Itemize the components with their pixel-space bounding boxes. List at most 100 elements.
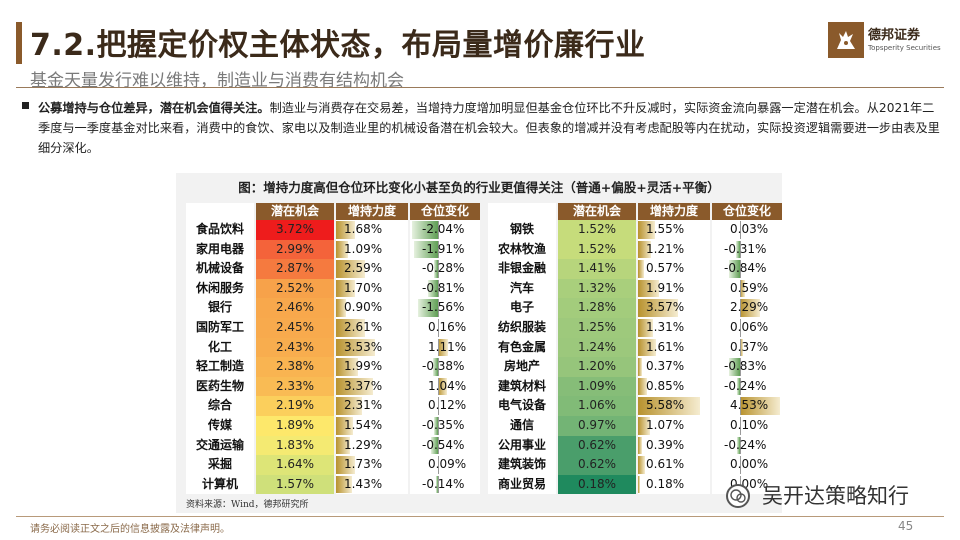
position-bar [736, 436, 740, 455]
position-value: -1.56% [422, 300, 465, 315]
industry-name: 医药生物 [186, 376, 254, 397]
position-bar [740, 299, 761, 317]
increase-cell: 0.37% [638, 357, 710, 377]
page-number: 45 [898, 519, 914, 533]
title-divider [16, 87, 944, 88]
position-cell: 0.09% [410, 455, 480, 475]
position-cell: 0.37% [712, 337, 782, 358]
position-cell: -0.81% [410, 278, 480, 299]
opportunity-cell: 0.97% [558, 415, 636, 436]
opportunity-cell: 1.52% [558, 239, 636, 260]
increase-value: 1.54% [344, 417, 383, 432]
position-value: 0.10% [730, 417, 769, 432]
increase-value: 2.61% [344, 319, 383, 334]
position-zero-line [438, 475, 439, 494]
bullet-body: 制造业与消费存在交易差，当增持力度增加明显但基金仓位环比不升反减时，实际资金流向… [38, 101, 940, 155]
increase-cell: 2.61% [336, 317, 408, 338]
increase-cell: 1.43% [336, 474, 408, 495]
position-value: 0.59% [730, 280, 769, 295]
position-zero-line [740, 456, 741, 474]
position-value: 0.16% [428, 319, 467, 334]
position-value: 0.03% [730, 222, 769, 236]
position-zero-line [740, 377, 741, 396]
increase-value: 1.43% [344, 476, 383, 491]
increase-cell: 0.57% [638, 259, 710, 279]
position-value: -0.31% [724, 241, 767, 256]
bullet-square-icon [22, 102, 29, 109]
industry-name: 传媒 [186, 415, 254, 436]
opportunity-cell: 2.99% [256, 239, 334, 260]
industry-name: 纺织服装 [488, 317, 556, 338]
position-value: -0.24% [724, 378, 767, 393]
increase-bar [336, 318, 365, 337]
industry-name: 非银金融 [488, 259, 556, 279]
industry-name: 通信 [488, 415, 556, 436]
position-value: -0.54% [422, 437, 465, 452]
position-cell: -0.54% [410, 435, 480, 456]
position-zero-line [740, 260, 741, 278]
position-zero-line [438, 240, 439, 259]
increase-bar [336, 279, 355, 298]
increase-value: 0.18% [646, 476, 685, 491]
industry-name: 房地产 [488, 357, 556, 377]
increase-cell: 3.37% [336, 376, 408, 397]
increase-bar [336, 436, 351, 455]
position-value: 0.09% [428, 457, 467, 472]
header-blank [488, 203, 556, 220]
position-zero-line [740, 279, 741, 298]
position-value: 2.29% [730, 300, 769, 315]
position-zero-line [740, 221, 741, 239]
position-zero-line [438, 221, 439, 239]
deer-logo-icon [828, 22, 864, 58]
opportunity-cell: 1.64% [256, 455, 334, 475]
increase-bar [336, 260, 365, 278]
position-bar [413, 240, 438, 259]
position-value: -2.04% [422, 222, 465, 236]
position-bar [438, 377, 448, 396]
increase-cell: 1.31% [638, 317, 710, 338]
increase-bar [336, 397, 362, 415]
footer-disclaimer: 请务必阅读正文之后的信息披露及法律声明。 [30, 524, 230, 535]
industry-name: 银行 [186, 298, 254, 318]
header-increase: 增持力度 [638, 203, 710, 220]
increase-value: 0.61% [646, 457, 685, 472]
opportunity-cell: 1.28% [558, 298, 636, 318]
position-cell: 1.11% [410, 337, 480, 358]
position-value: 0.00% [730, 457, 769, 472]
position-zero-line [740, 397, 741, 415]
position-cell: 0.59% [712, 278, 782, 299]
position-cell: -0.14% [410, 474, 480, 495]
increase-value: 2.31% [344, 398, 383, 413]
increase-cell: 0.85% [638, 376, 710, 397]
position-value: -0.35% [422, 417, 465, 432]
position-bar [740, 279, 746, 298]
industry-name: 采掘 [186, 455, 254, 475]
increase-bar [638, 436, 643, 455]
position-zero-line [740, 299, 741, 317]
increase-value: 1.73% [344, 457, 383, 472]
increase-cell: 0.61% [638, 455, 710, 475]
industry-name: 休闲服务 [186, 278, 254, 299]
increase-bar [638, 260, 645, 278]
position-cell: -0.28% [410, 259, 480, 279]
opportunity-cell: 2.33% [256, 376, 334, 397]
header-increase: 增持力度 [336, 203, 408, 220]
position-bar [736, 377, 740, 396]
increase-value: 1.31% [646, 319, 685, 334]
position-value: -0.28% [422, 261, 465, 276]
position-zero-line [438, 397, 439, 415]
opportunity-cell: 2.38% [256, 357, 334, 377]
opportunity-cell: 2.52% [256, 278, 334, 299]
opportunity-cell: 1.57% [256, 474, 334, 495]
position-zero-line [438, 299, 439, 317]
industry-name: 家用电器 [186, 239, 254, 260]
header-position: 仓位变化 [410, 203, 480, 220]
position-value: 0.06% [730, 319, 769, 334]
increase-bar [638, 377, 648, 396]
position-cell: 2.29% [712, 298, 782, 318]
opportunity-cell: 2.87% [256, 259, 334, 279]
increase-cell: 0.18% [638, 474, 710, 495]
opportunity-cell: 1.32% [558, 278, 636, 299]
position-value: 1.11% [428, 339, 467, 354]
increase-value: 3.57% [646, 300, 685, 315]
